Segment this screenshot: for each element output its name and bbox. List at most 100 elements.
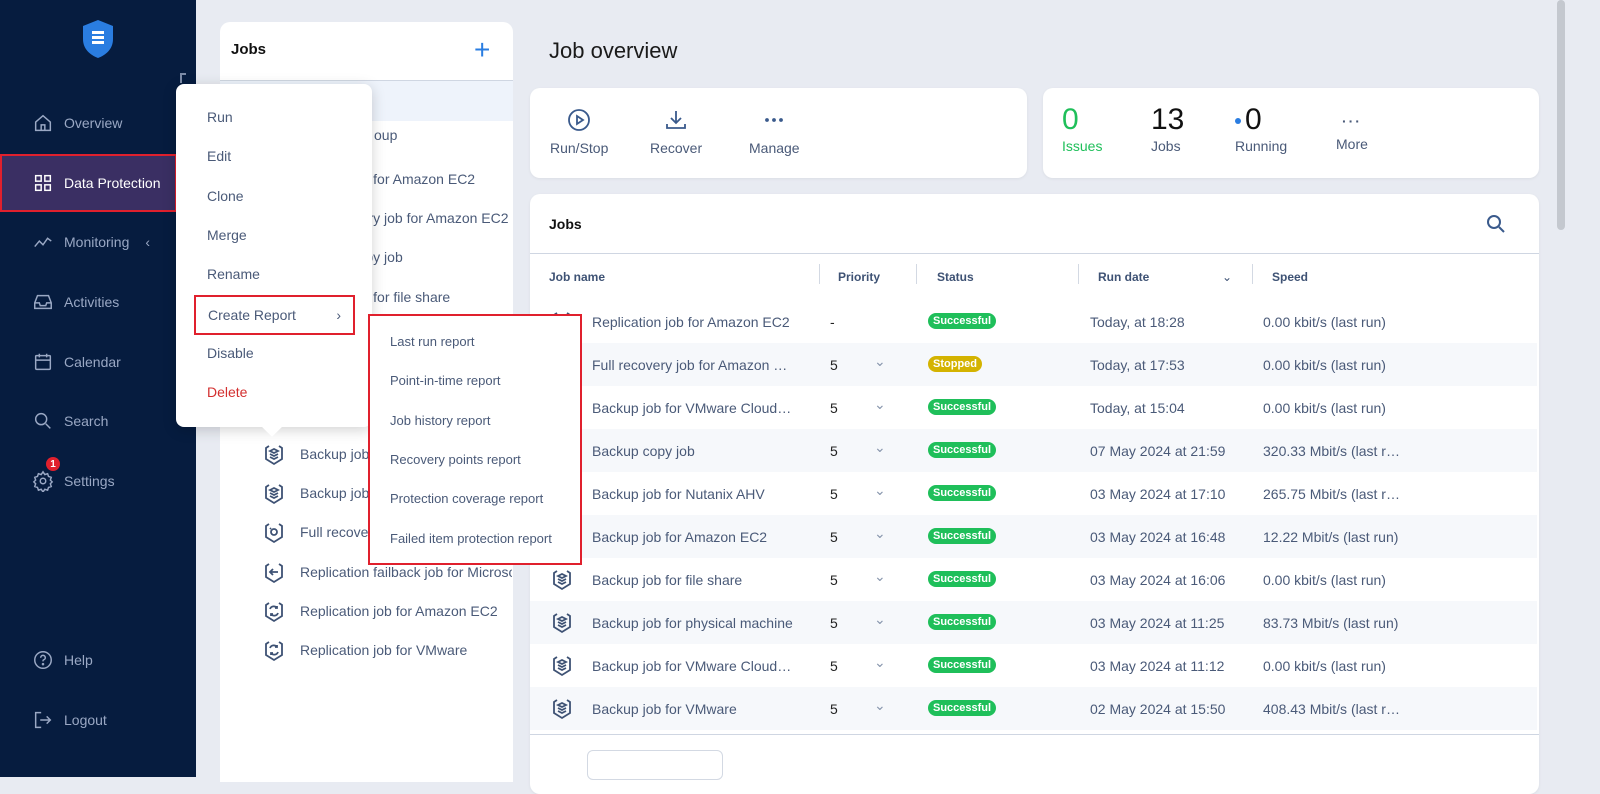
stats-card: 0 Issues 13 Jobs 0 Running ··· More [1043, 88, 1539, 178]
priority-chevron-icon[interactable]: ⌄ [874, 353, 886, 369]
sort-chevron-icon[interactable]: ⌄ [1222, 270, 1233, 284]
manage-button[interactable]: Manage [749, 108, 800, 156]
running-stat[interactable]: 0 Running [1235, 102, 1287, 154]
manage-label: Manage [749, 140, 800, 156]
job-name[interactable]: Backup job for Amazon EC2 [592, 529, 768, 545]
priority-chevron-icon[interactable]: ⌄ [874, 697, 886, 713]
job-name[interactable]: Backup job for Nutanix AHV [592, 486, 765, 502]
grid-icon [34, 174, 52, 192]
sidebar-item-help[interactable]: Help [0, 640, 196, 680]
sidebar-item-overview[interactable]: Overview [0, 103, 196, 143]
table-row[interactable]: Backup job for VMware Cloud… 5 ⌄ Success… [530, 386, 1537, 429]
col-job-name[interactable]: Job name [549, 270, 606, 284]
col-priority[interactable]: Priority [838, 270, 881, 284]
run-date: 07 May 2024 at 21:59 [1090, 443, 1226, 459]
jobs-stat[interactable]: 13 Jobs [1151, 102, 1184, 154]
priority-chevron-icon[interactable]: ⌄ [874, 396, 886, 412]
issues-count: 0 [1062, 103, 1079, 136]
col-status[interactable]: Status [937, 270, 974, 284]
sidebar-item-settings[interactable]: Settings 1 [0, 457, 196, 501]
sidebar-item-search[interactable]: Search [0, 401, 196, 441]
collapse-sidebar-icon[interactable] [180, 73, 186, 83]
run-date: 02 May 2024 at 15:50 [1090, 701, 1226, 717]
priority-chevron-icon[interactable]: ⌄ [874, 439, 886, 455]
sidebar-item-calendar[interactable]: Calendar [0, 342, 196, 382]
menu-item-merge[interactable]: Merge [207, 226, 247, 243]
table-row[interactable]: Backup copy job 5 ⌄ Successful 07 May 20… [530, 429, 1537, 472]
submenu-item-recovery-points-report[interactable]: Recovery points report [390, 451, 521, 467]
menu-item-delete[interactable]: Delete [207, 384, 248, 401]
job-name[interactable]: Backup job for file share [592, 572, 743, 588]
table-row[interactable]: Replication job for Amazon EC2 - Success… [530, 300, 1537, 343]
recover-label: Recover [650, 140, 703, 156]
sidebar-item-monitoring[interactable]: Monitoring ‹ [0, 222, 196, 262]
job-name[interactable]: Replication job for Amazon EC2 [592, 314, 790, 330]
priority-chevron-icon[interactable]: ⌄ [874, 568, 886, 584]
job-name[interactable]: Backup copy job [592, 443, 695, 459]
issues-stat[interactable]: 0 Issues [1062, 102, 1102, 154]
job-list-item[interactable]: Replication job for VMware [262, 638, 512, 662]
sidebar-item-activities[interactable]: Activities [0, 282, 196, 322]
search-icon[interactable] [1486, 214, 1506, 234]
run-stop-button[interactable]: Run/Stop [550, 108, 608, 156]
menu-item-disable[interactable]: Disable [207, 344, 254, 361]
recover-button[interactable]: Recover [650, 108, 702, 156]
create-report-submenu: Last run report Point-in-time report Job h… [368, 314, 582, 565]
job-list-item[interactable]: oup [262, 127, 512, 143]
status-badge: Successful [928, 657, 997, 673]
table-row[interactable]: Backup job for VMware 5 ⌄ Successful 02 … [530, 687, 1537, 730]
running-dot-icon [1235, 118, 1241, 125]
menu-item-run[interactable]: Run [207, 109, 233, 125]
table-row[interactable]: Backup job for VMware Cloud… 5 ⌄ Success… [530, 644, 1537, 687]
menu-item-edit[interactable]: Edit [207, 148, 232, 165]
job-name[interactable]: Backup job for VMware Cloud… [592, 658, 792, 674]
submenu-item-last-run-report[interactable]: Last run report [390, 334, 475, 349]
backup-job-icon [553, 656, 571, 677]
priority-value: 5 [830, 357, 838, 373]
job-name[interactable]: Backup job for VMware Cloud… [592, 400, 792, 416]
priority-chevron-icon[interactable]: ⌄ [874, 654, 886, 670]
table-row[interactable]: Backup job for physical machine 5 ⌄ Succ… [530, 601, 1537, 644]
job-name[interactable]: Backup job for VMware [592, 701, 737, 717]
menu-item-rename[interactable]: Rename [207, 266, 260, 283]
submenu-item-point-in-time-report[interactable]: Point-in-time report [390, 373, 501, 389]
menu-item-create-report[interactable]: Create Report › [194, 295, 355, 335]
logo-shield-icon [83, 20, 113, 58]
job-list-item[interactable]: Replication failback job for Microso [262, 560, 512, 584]
menu-item-clone[interactable]: Clone [207, 187, 244, 204]
inbox-icon [34, 294, 52, 310]
priority-chevron-icon[interactable]: ⌄ [874, 482, 886, 498]
priority-chevron-icon[interactable]: ⌄ [874, 611, 886, 627]
table-row[interactable]: Backup job for Amazon EC2 5 ⌄ Successful… [530, 515, 1537, 558]
logout-label: Logout [64, 712, 107, 728]
job-name[interactable]: Backup job for physical machine [592, 615, 793, 631]
job-list-item-label: Replication failback job for Microso [300, 563, 512, 580]
table-row[interactable]: Full recovery job for Amazon … 5 ⌄ Stopp… [530, 343, 1537, 386]
submenu-item-protection-coverage-report[interactable]: Protection coverage report [390, 491, 544, 507]
job-list-item[interactable]: Replication job for Amazon EC2 [262, 599, 512, 623]
col-speed[interactable]: Speed [1272, 270, 1309, 284]
priority-value: 5 [830, 529, 838, 545]
job-name[interactable]: Full recovery job for Amazon … [592, 357, 788, 373]
job-list-item[interactable]: Backup job [262, 481, 512, 505]
col-separator [1078, 264, 1079, 284]
sidebar-item-data-protection[interactable]: Data Protection [0, 154, 177, 212]
submenu-item-failed-item-protection-report[interactable]: Failed item protection report [390, 530, 552, 546]
priority-chevron-icon[interactable]: ⌄ [874, 525, 886, 541]
table-row[interactable]: Backup job for Nutanix AHV 5 ⌄ Successfu… [530, 472, 1537, 515]
submenu-item-job-history-report[interactable]: Job history report [390, 412, 491, 428]
more-dots-icon [765, 118, 784, 122]
chevron-left-icon[interactable]: ‹ [145, 234, 151, 250]
job-list-item[interactable]: Backup job [262, 442, 512, 466]
failback-job-icon [265, 562, 283, 583]
sidebar-item-logout[interactable]: Logout [0, 700, 196, 740]
col-run-date[interactable]: Run date [1098, 270, 1150, 284]
table-row[interactable]: Backup job for file share 5 ⌄ Successful… [530, 558, 1537, 601]
more-button[interactable]: ··· More [1336, 114, 1368, 152]
status-badge: Successful [928, 442, 997, 458]
page-size-select[interactable] [587, 750, 723, 780]
gear-icon [32, 470, 54, 492]
job-list-item[interactable]: Full recove [262, 520, 512, 544]
add-job-button[interactable]: + [474, 34, 491, 65]
scrollbar[interactable] [1557, 0, 1565, 230]
